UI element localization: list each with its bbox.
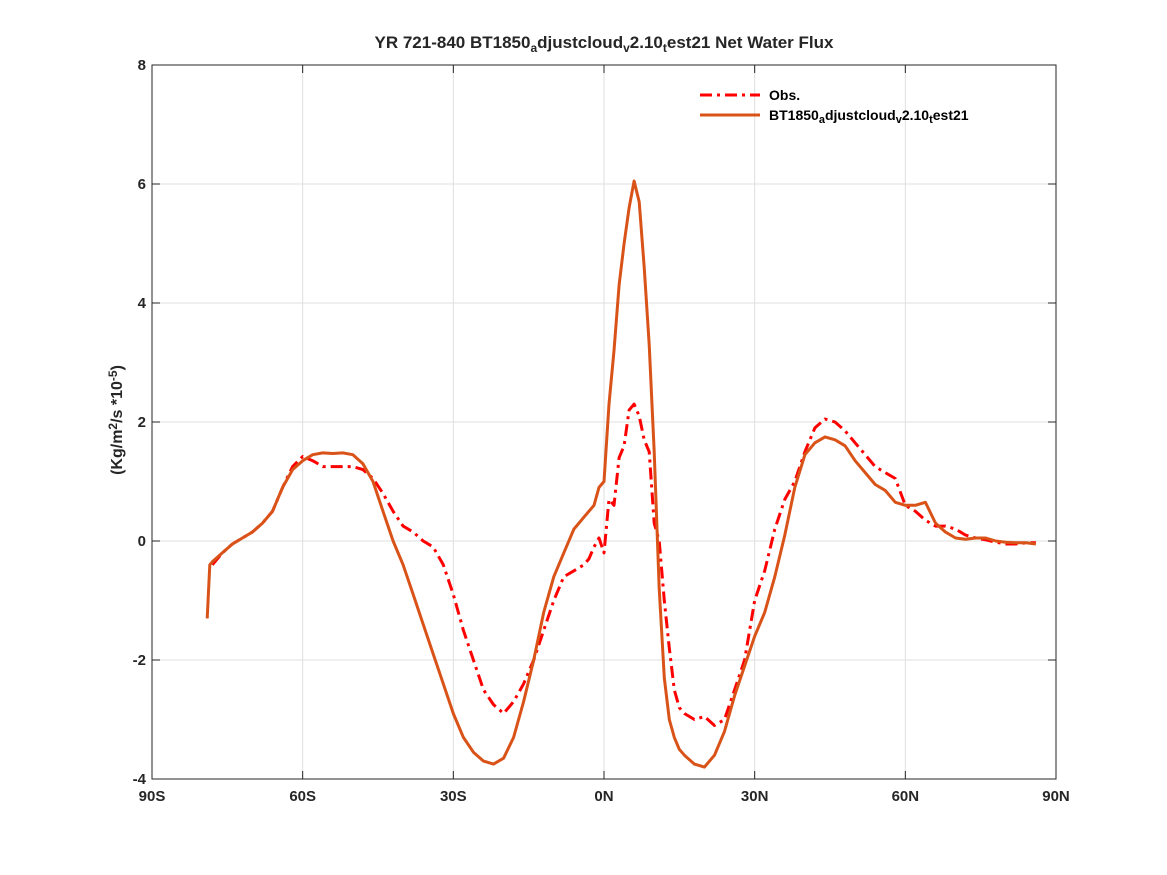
- x-tick-label: 30S: [440, 788, 467, 805]
- axis-ticks: 90S 60S 30S 0N 30N 60N 90N -4 -2 0 2 4 6 8: [133, 57, 1070, 805]
- y-tick-label: -2: [133, 652, 146, 669]
- obs-series-line: [211, 402, 1036, 727]
- x-tick-label: 60S: [289, 788, 316, 805]
- y-axis-label: (Kg/m2/s *10-5): [106, 365, 126, 475]
- series-layer: [205, 179, 1037, 769]
- model-series-line: [205, 179, 1037, 769]
- y-tick-label: 0: [138, 533, 146, 550]
- y-tick-label: 4: [138, 295, 147, 312]
- chart-title: YR 721-840 BT1850adjustcloudv2.10test21 …: [375, 33, 834, 55]
- x-tick-label: 60N: [892, 788, 920, 805]
- y-tick-label: 8: [138, 57, 146, 74]
- x-tick-label: 30N: [741, 788, 769, 805]
- y-tick-label: 6: [138, 176, 146, 193]
- legend-label: Obs.: [769, 87, 800, 103]
- x-tick-label: 90N: [1042, 788, 1070, 805]
- legend-label: BT1850adjustcloudv2.10test21: [769, 107, 969, 126]
- y-tick-label: -4: [133, 771, 147, 788]
- x-tick-label: 90S: [139, 788, 166, 805]
- x-tick-label: 0N: [594, 788, 613, 805]
- y-tick-label: 2: [138, 414, 146, 431]
- legend: Obs. BT1850adjustcloudv2.10test21: [700, 87, 969, 126]
